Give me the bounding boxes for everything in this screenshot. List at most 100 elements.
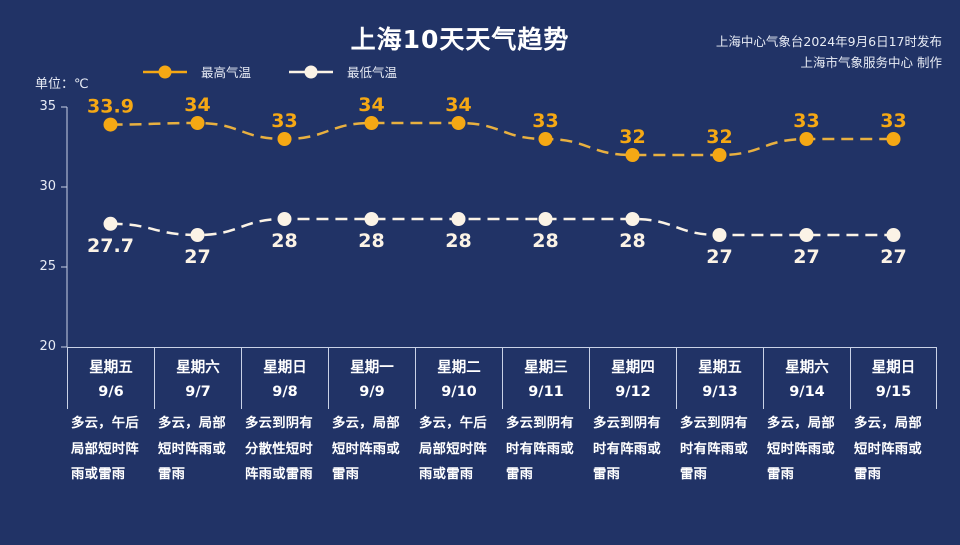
source-publisher: 上海中心气象台2024年9月6日17时发布 bbox=[715, 34, 942, 49]
desc-line: 多云到阴有 bbox=[680, 416, 748, 431]
day-header: 星期三 9/11 bbox=[502, 347, 589, 409]
day-header: 星期六 9/14 bbox=[763, 347, 850, 409]
data-label: 32 bbox=[706, 126, 732, 148]
data-point bbox=[364, 116, 379, 130]
day-header: 星期日 9/15 bbox=[850, 347, 937, 409]
data-point bbox=[190, 228, 205, 242]
legend-high-label: 最高气温 bbox=[201, 65, 252, 80]
day-header: 星期六 9/7 bbox=[154, 347, 241, 409]
desc-line: 短时阵雨或 bbox=[854, 441, 922, 457]
data-point bbox=[799, 228, 814, 242]
date: 9/7 bbox=[185, 384, 211, 400]
data-label: 28 bbox=[358, 230, 384, 252]
chart-legend: 最高气温 最低气温 bbox=[143, 62, 435, 81]
data-label: 27 bbox=[706, 246, 732, 268]
desc-line: 雷雨 bbox=[854, 467, 882, 482]
desc-line: 雷雨 bbox=[332, 467, 360, 482]
desc-line: 多云到阴有 bbox=[593, 416, 661, 431]
data-point bbox=[538, 132, 553, 146]
data-point bbox=[886, 228, 901, 242]
source-info: 上海中心气象台2024年9月6日17时发布 上海市气象服务中心 制作 bbox=[716, 31, 942, 73]
data-label: 27 bbox=[880, 246, 906, 268]
day-column: 星期二 9/10 多云，午后 局部短时阵 雨或雷雨 bbox=[415, 347, 502, 488]
data-label: 34 bbox=[184, 94, 210, 116]
weekday: 星期四 bbox=[611, 360, 655, 376]
data-label: 27 bbox=[793, 246, 819, 268]
weather-desc: 多云到阴有分散性短时阵雨或雷雨 bbox=[241, 409, 328, 488]
weekday: 星期五 bbox=[698, 360, 742, 376]
weather-desc: 多云，局部 短时阵雨或 雷雨 bbox=[850, 409, 937, 488]
desc-line: 局部短时阵 bbox=[419, 441, 487, 457]
date: 9/15 bbox=[875, 384, 912, 400]
series-line bbox=[110, 121, 894, 157]
data-label: 33 bbox=[880, 110, 906, 132]
weather-desc: 多云，午后 局部短时阵 雨或雷雨 bbox=[415, 409, 502, 488]
y-tick-20: 20 bbox=[39, 339, 56, 354]
desc-line: 多云到阴有 bbox=[245, 416, 313, 431]
day-column: 星期一 9/9 多云，局部 短时阵雨或 雷雨 bbox=[328, 347, 415, 488]
page-title: 上海10天天气趋势 bbox=[350, 25, 570, 54]
weather-desc: 多云到阴有时有阵雨或雷雨 bbox=[502, 409, 589, 488]
desc-line: 分散性短时 bbox=[245, 441, 313, 457]
weekday: 星期五 bbox=[89, 360, 133, 376]
series-line bbox=[110, 217, 894, 237]
weather-desc: 多云到阴有 时有阵雨或 雷雨 bbox=[676, 409, 763, 488]
date: 9/12 bbox=[615, 384, 651, 400]
desc-line: 雷雨 bbox=[158, 467, 186, 482]
series-low-temp: 27.7 27 28 28 28 28 28 27 27 27 bbox=[87, 212, 907, 268]
desc-line: 时有阵雨或 bbox=[506, 441, 574, 457]
legend-low-label: 最低气温 bbox=[347, 65, 398, 80]
y-tick-30: 30 bbox=[39, 179, 56, 194]
legend-low-marker-icon bbox=[289, 65, 334, 78]
weather-desc: 多云，午后 局部短时阵 雨或雷雨 bbox=[67, 409, 154, 488]
data-point bbox=[538, 212, 553, 226]
data-label: 28 bbox=[619, 230, 645, 252]
weather-desc: 多云，局部 短时阵雨或 雷雨 bbox=[763, 409, 850, 488]
desc-line: 雷雨 bbox=[593, 467, 621, 482]
data-point bbox=[886, 132, 901, 146]
day-column: 星期四 9/12 多云到阴有 时有阵雨或 雷雨 bbox=[589, 347, 676, 488]
legend-item-low: 最低气温 bbox=[289, 62, 397, 81]
date: 9/8 bbox=[272, 384, 298, 400]
unit-label: 单位：℃ bbox=[35, 77, 89, 92]
data-point bbox=[799, 132, 814, 146]
y-axis bbox=[61, 106, 68, 348]
data-point bbox=[625, 212, 640, 226]
weekday: 星期六 bbox=[785, 360, 829, 376]
desc-line: 雨或雷雨 bbox=[71, 467, 126, 482]
date: 9/11 bbox=[528, 384, 564, 400]
data-label: 33 bbox=[271, 110, 297, 132]
desc-line: 短时阵雨或 bbox=[332, 441, 400, 457]
source-producer: 上海市气象服务中心 制作 bbox=[800, 55, 942, 70]
data-label: 33.9 bbox=[87, 96, 134, 118]
weather-desc: 多云，局部短时阵雨或雷雨 bbox=[328, 409, 415, 488]
data-point bbox=[277, 212, 292, 226]
weekday: 星期日 bbox=[263, 360, 307, 376]
desc-line: 多云到阴有 bbox=[506, 416, 574, 431]
data-point bbox=[712, 228, 727, 242]
day-header: 星期四 9/12 bbox=[589, 347, 676, 409]
desc-line: 多云，局部 bbox=[332, 416, 400, 431]
data-label: 28 bbox=[271, 230, 297, 252]
data-point bbox=[103, 216, 118, 231]
data-label: 34 bbox=[358, 94, 384, 116]
desc-line: 雨或雷雨 bbox=[419, 467, 474, 482]
date: 9/6 bbox=[98, 384, 124, 400]
data-point bbox=[625, 148, 640, 162]
date: 9/9 bbox=[359, 384, 385, 400]
desc-line: 雷雨 bbox=[506, 467, 534, 482]
data-label: 33 bbox=[532, 110, 558, 132]
desc-line: 多云，局部 bbox=[767, 416, 835, 431]
y-tick-35: 35 bbox=[39, 99, 56, 114]
data-label: 27 bbox=[184, 246, 210, 268]
data-label: 34 bbox=[445, 94, 471, 116]
legend-high-marker-icon bbox=[143, 65, 187, 78]
desc-line: 短时阵雨或 bbox=[767, 441, 835, 457]
weather-desc: 多云到阴有 时有阵雨或 雷雨 bbox=[589, 409, 676, 488]
desc-line: 阵雨或雷雨 bbox=[245, 467, 313, 482]
desc-line: 雷雨 bbox=[680, 467, 708, 482]
weekday: 星期六 bbox=[176, 360, 220, 376]
desc-line: 多云，局部 bbox=[158, 416, 226, 431]
data-label: 28 bbox=[445, 230, 471, 252]
